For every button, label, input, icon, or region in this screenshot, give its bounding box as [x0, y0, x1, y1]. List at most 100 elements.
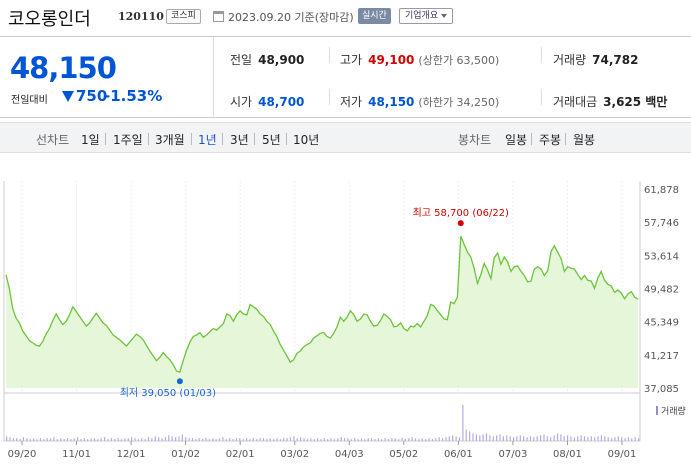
volume-bar [63, 439, 65, 441]
prev-close-value: 48,900 [258, 53, 305, 67]
tab-10y[interactable]: 10년 [293, 133, 320, 147]
volume-bar [110, 438, 112, 441]
volume-bar [316, 438, 319, 441]
volume-bar [310, 438, 312, 441]
volume-bar [337, 438, 339, 441]
volume-bar [354, 438, 356, 441]
volume-bar [448, 436, 450, 441]
y-tick-label: 57,746 [644, 218, 679, 229]
low-label: 저가 [340, 95, 363, 109]
volume-bar [367, 438, 369, 441]
volume-bar [364, 439, 366, 441]
volume-bar [235, 438, 237, 441]
x-tick-label: 09/20 [8, 449, 37, 460]
open-value: 48,700 [258, 95, 305, 109]
volume-bar [546, 436, 548, 441]
volume-bar [455, 436, 457, 441]
volume-bar [242, 439, 244, 441]
tab-1y[interactable]: 1년 [198, 133, 217, 147]
low-annotation: 최저 39,050 (01/03) [120, 387, 216, 399]
volume-bar [445, 437, 447, 441]
tab-weekly-candle[interactable]: 주봉 [539, 133, 562, 147]
volume-bar [506, 435, 508, 441]
volume-bar [614, 437, 616, 441]
volume-bar [583, 436, 586, 441]
volume-bar [49, 438, 52, 441]
volume-bar [384, 438, 386, 441]
volume-bar [333, 439, 335, 441]
volume-bar [266, 439, 268, 441]
volume-bar [33, 438, 35, 441]
volume-bar [604, 436, 606, 441]
volume-bar [617, 436, 619, 441]
volume-bar [634, 437, 636, 441]
volume-bar [313, 439, 315, 441]
change-rate: -1.53% [104, 87, 163, 105]
realtime-button[interactable]: 실시간 [358, 8, 391, 24]
volume-bar [93, 438, 96, 441]
y-tick-label: 45,349 [644, 318, 679, 329]
tab-monthly-candle[interactable]: 월봉 [573, 133, 596, 147]
volume-bar [472, 433, 474, 441]
volume-bar [523, 436, 525, 441]
volume-bar [151, 438, 153, 441]
volume-bar [9, 437, 11, 441]
tab-daily-candle[interactable]: 일봉 [505, 133, 528, 147]
high-point-marker [457, 220, 464, 227]
volume-bar [90, 438, 92, 441]
volume-bar [533, 437, 535, 441]
volume-label: 거래량 [553, 53, 587, 67]
volume-bar [556, 433, 559, 441]
volume-bar [371, 438, 373, 441]
reference-date: 2023.09.20 기준(장마감) [228, 11, 354, 24]
volume-bar [408, 438, 410, 441]
amount-cell: 거래대금 3,625 백만 [553, 93, 667, 110]
volume-bar [273, 439, 275, 441]
lower-limit: (하한가 34,250) [418, 96, 500, 109]
volume-bar [195, 439, 197, 441]
volume-bar [191, 438, 194, 441]
volume-bar [97, 439, 99, 441]
volume-bar [553, 435, 555, 441]
volume-bar [158, 437, 160, 441]
high-annotation: 최고 58,700 (06/22) [413, 207, 509, 219]
volume-bar [87, 439, 89, 441]
tab-5y[interactable]: 5년 [262, 133, 281, 147]
volume-bar [516, 436, 518, 441]
company-overview-button[interactable]: 기업개요 [399, 8, 454, 24]
volume-bar [39, 438, 41, 441]
volume-bar [621, 437, 623, 441]
tab-1w[interactable]: 1주일 [113, 133, 143, 147]
volume-bar [147, 437, 150, 441]
volume-bar [458, 437, 461, 441]
volume-bar [350, 439, 352, 441]
stock-header: 코오롱인더 120110 코스피 2023.09.20 기준(장마감) 실시간 … [0, 0, 691, 34]
volume-bar [300, 437, 302, 441]
chevron-down-icon [441, 13, 448, 18]
volume-bar [127, 438, 129, 441]
divider [329, 47, 330, 63]
volume-bar [218, 438, 221, 441]
y-tick-label: 61,878 [644, 185, 679, 196]
volume-bar [381, 439, 383, 441]
tab-3y[interactable]: 3년 [230, 133, 249, 147]
tab-3m[interactable]: 3개월 [155, 133, 185, 147]
volume-bar [377, 438, 379, 441]
x-tick-label: 11/01 [62, 449, 91, 460]
x-tick-label: 06/01 [444, 449, 473, 460]
low-value: 48,150 [368, 95, 415, 109]
tab-1d[interactable]: 1일 [81, 133, 100, 147]
volume-bar [188, 438, 190, 441]
volume-bar [246, 438, 248, 441]
high-cell: 고가 49,100 (상한가 63,500) [340, 51, 499, 68]
volume-bar [279, 439, 281, 441]
company-name[interactable]: 코오롱인더 [8, 9, 91, 30]
open-cell: 시가 48,700 [230, 93, 304, 110]
volume-bar [114, 439, 116, 441]
volume-bar [43, 439, 45, 441]
price-chart[interactable]: 61,878 57,746 53,614 49,482 45,349 41,217 37,0… [0, 178, 691, 475]
volume-bar [414, 438, 417, 441]
volume-bar [550, 437, 552, 441]
divider [191, 133, 192, 145]
volume-bar [262, 438, 265, 441]
